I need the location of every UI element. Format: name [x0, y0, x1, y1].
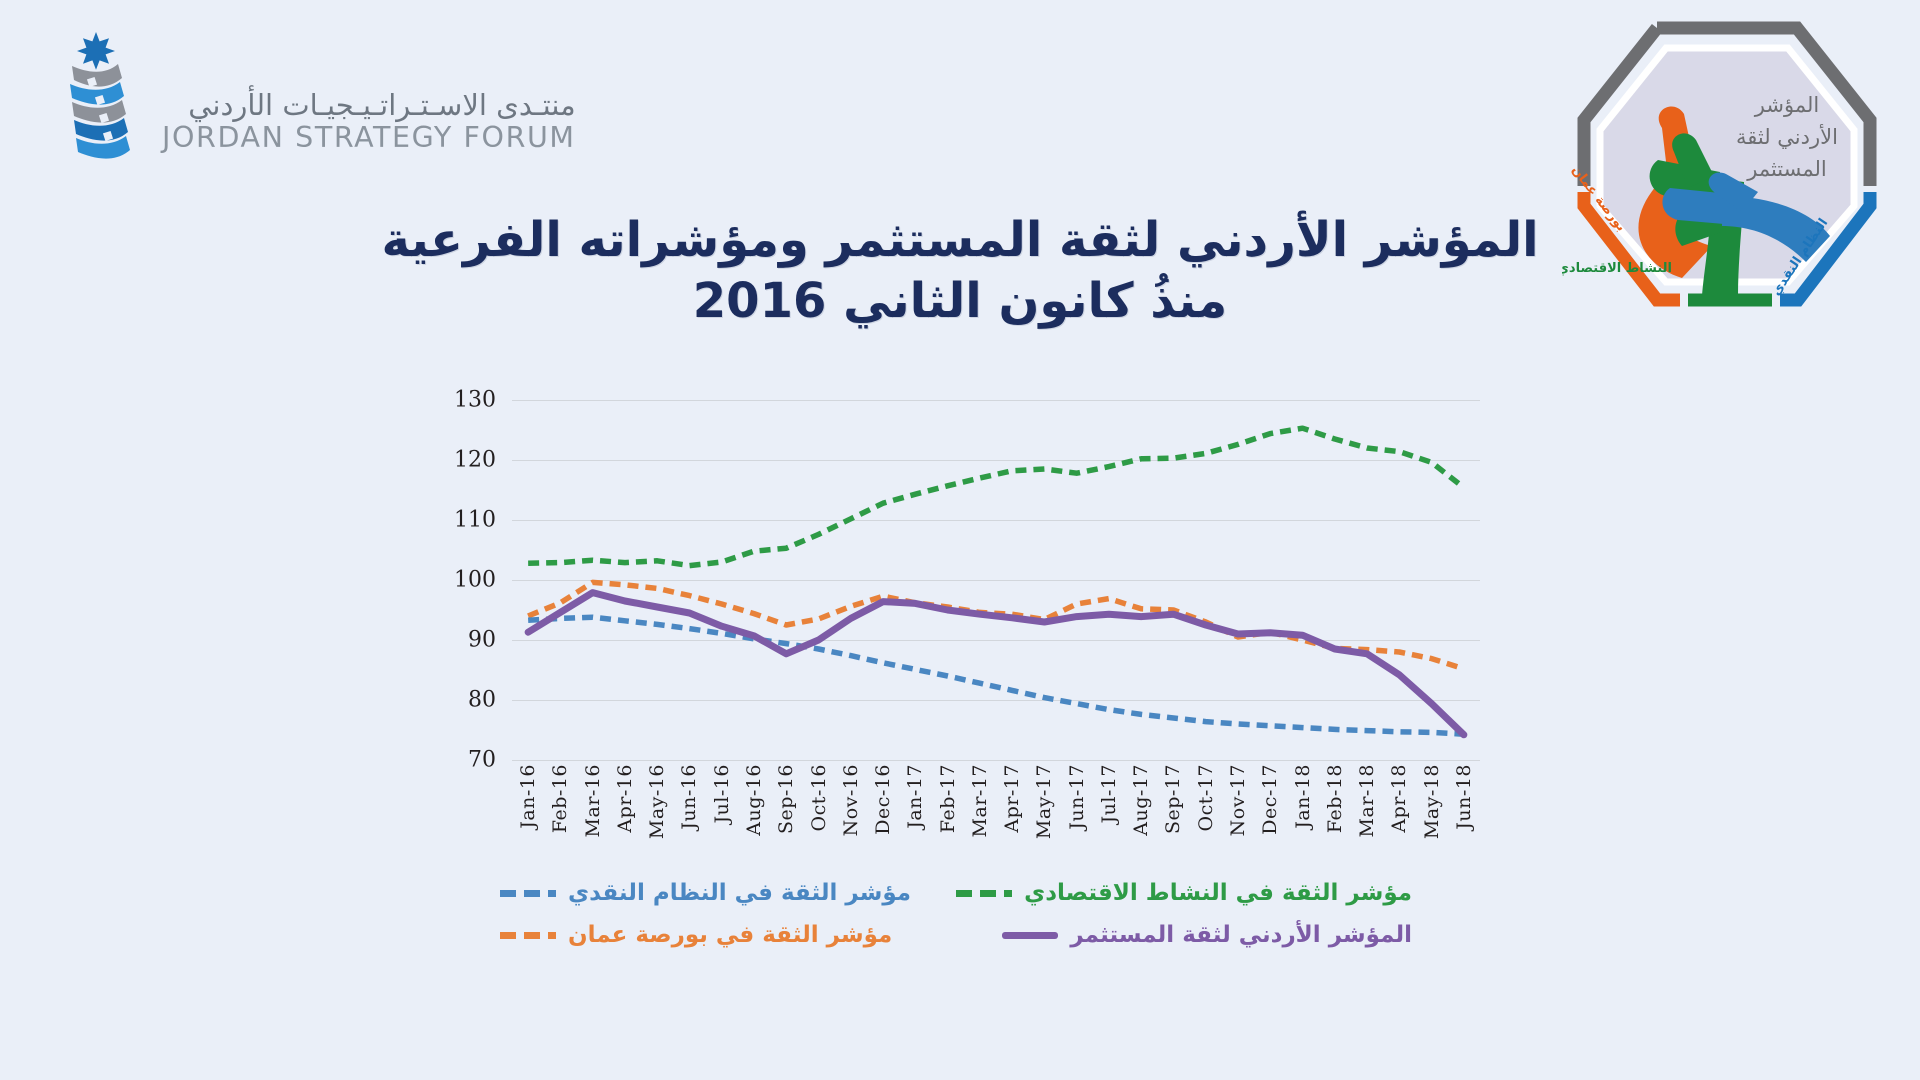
x-axis-tick: Feb-17	[936, 764, 959, 834]
plot-area	[512, 400, 1480, 761]
legend-row: مؤشر الثقة في النشاط الاقتصادي مؤشر الثقة…	[480, 880, 1440, 906]
title-line-1: المؤشر الأردني لثقة المستثمر ومؤشراته ال…	[381, 212, 1539, 268]
x-axis-tick: Nov-17	[1227, 764, 1249, 837]
x-axis-tick: Sep-16	[775, 764, 798, 835]
x-axis-tick: Jun-17	[1065, 764, 1088, 830]
y-axis-tick: 70	[468, 747, 496, 773]
plot-svg	[512, 400, 1480, 760]
x-axis-tick: Apr-17	[1001, 764, 1024, 833]
legend-item[interactable]: المؤشر الأردني لثقة المستثمر	[960, 922, 1440, 948]
x-axis-tick: Jan-16	[517, 764, 540, 829]
legend-row: المؤشر الأردني لثقة المستثمر مؤشر الثقة ف…	[480, 922, 1440, 948]
x-axis-tick: Nov-16	[839, 764, 862, 837]
gridline	[512, 460, 1480, 461]
hex-center-line-3: المستثمر	[1746, 157, 1827, 181]
legend-item[interactable]: مؤشر الثقة في بورصة عمان	[480, 922, 960, 948]
y-axis-tick: 90	[468, 627, 496, 653]
x-axis-tick: Mar-18	[1356, 764, 1379, 838]
x-axis-tick: Apr-18	[1388, 764, 1411, 833]
series-line-1	[528, 582, 1464, 668]
line-chart: 130 120 110 100 90 80 70 Jan-16 Feb-16 Mar-16 Apr…	[440, 388, 1480, 839]
hex-center-line-2: الأردني لثقة	[1736, 124, 1838, 149]
y-axis-tick: 100	[454, 567, 496, 593]
gridline	[512, 520, 1480, 521]
x-axis-tick: Aug-17	[1130, 764, 1153, 836]
brand-name-english: JORDAN STRATEGY FORUM	[162, 121, 576, 155]
series-line-2	[528, 617, 1464, 734]
x-axis-tick: Jun-16	[678, 764, 701, 830]
x-axis-tick: Jan-17	[904, 764, 927, 829]
x-axis-tick: Oct-17	[1194, 764, 1217, 832]
x-axis-tick: Mar-16	[581, 764, 604, 838]
gridline	[512, 640, 1480, 641]
y-axis-tick: 110	[454, 507, 496, 533]
legend-swatch	[1002, 931, 1059, 939]
legend-label: المؤشر الأردني لثقة المستثمر	[1070, 922, 1412, 948]
y-axis-tick: 130	[454, 387, 496, 413]
x-axis-tick: Aug-16	[743, 764, 765, 836]
legend-label: مؤشر الثقة في النشاط الاقتصادي	[1024, 880, 1412, 906]
legend-item[interactable]: مؤشر الثقة في النشاط الاقتصادي	[956, 880, 1440, 906]
legend-swatch	[956, 889, 1013, 897]
gridline	[512, 400, 1480, 401]
y-axis-tick: 80	[468, 687, 496, 713]
gridline	[512, 760, 1480, 761]
gridline	[512, 700, 1480, 701]
x-axis-tick: Feb-18	[1323, 764, 1346, 834]
three-hands-hexagon-icon: المؤشر الأردني لثقة المستثمر بورصة عمان …	[1562, 21, 1877, 307]
x-axis-tick: Apr-16	[613, 764, 636, 833]
hex-center-line-1: المؤشر	[1754, 93, 1819, 117]
legend-label: مؤشر الثقة في النظام النقدي	[568, 880, 911, 906]
x-axis-tick: May-16	[646, 764, 669, 840]
legend-item[interactable]: مؤشر الثقة في النظام النقدي	[480, 880, 960, 906]
chart-legend: مؤشر الثقة في النشاط الاقتصادي مؤشر الثقة…	[480, 880, 1440, 964]
jsf-wordmark: منتـدى الاسـتـراتـيـجيـات الأردني JORDAN…	[162, 37, 576, 155]
legend-swatch	[500, 931, 556, 939]
x-axis-tick: Oct-16	[807, 764, 830, 832]
y-axis-tick: 120	[454, 447, 496, 473]
x-axis-tick: Jan-18	[1291, 764, 1314, 829]
x-axis-tick: May-18	[1420, 764, 1443, 840]
hex-label-economic-activity: النشاط الاقتصادي	[1562, 261, 1672, 276]
x-axis-tick: May-17	[1033, 764, 1056, 840]
legend-label: مؤشر الثقة في بورصة عمان	[568, 922, 893, 948]
page-title: المؤشر الأردني لثقة المستثمر ومؤشراته ال…	[0, 210, 1920, 333]
jsf-logo-block: منتـدى الاسـتـراتـيـجيـات الأردني JORDAN…	[52, 26, 576, 166]
gridline	[512, 580, 1480, 581]
x-axis-labels: Jan-16 Feb-16 Mar-16 Apr-16 May-16 Jun-16 Jul-…	[512, 764, 1480, 874]
x-axis-tick: Jul-17	[1097, 764, 1120, 824]
title-line-2: منذُ كانون الثاني 2016	[692, 273, 1228, 330]
jsf-flame-icon	[70, 32, 130, 159]
x-axis-tick: Jul-16	[710, 764, 733, 824]
x-axis-tick: Dec-16	[872, 764, 895, 835]
x-axis-tick: Dec-17	[1259, 764, 1282, 835]
x-axis-tick: Jun-18	[1452, 764, 1475, 830]
x-axis-tick: Sep-17	[1162, 764, 1185, 835]
legend-swatch	[500, 889, 556, 897]
brand-name-arabic: منتـدى الاسـتـراتـيـجيـات الأردني	[188, 87, 576, 122]
y-axis-labels: 130 120 110 100 90 80 70	[440, 388, 502, 773]
series-line-0	[528, 428, 1464, 565]
series-line-3	[528, 593, 1464, 735]
x-axis-tick: Mar-17	[968, 764, 991, 838]
x-axis-tick: Feb-16	[549, 764, 572, 834]
